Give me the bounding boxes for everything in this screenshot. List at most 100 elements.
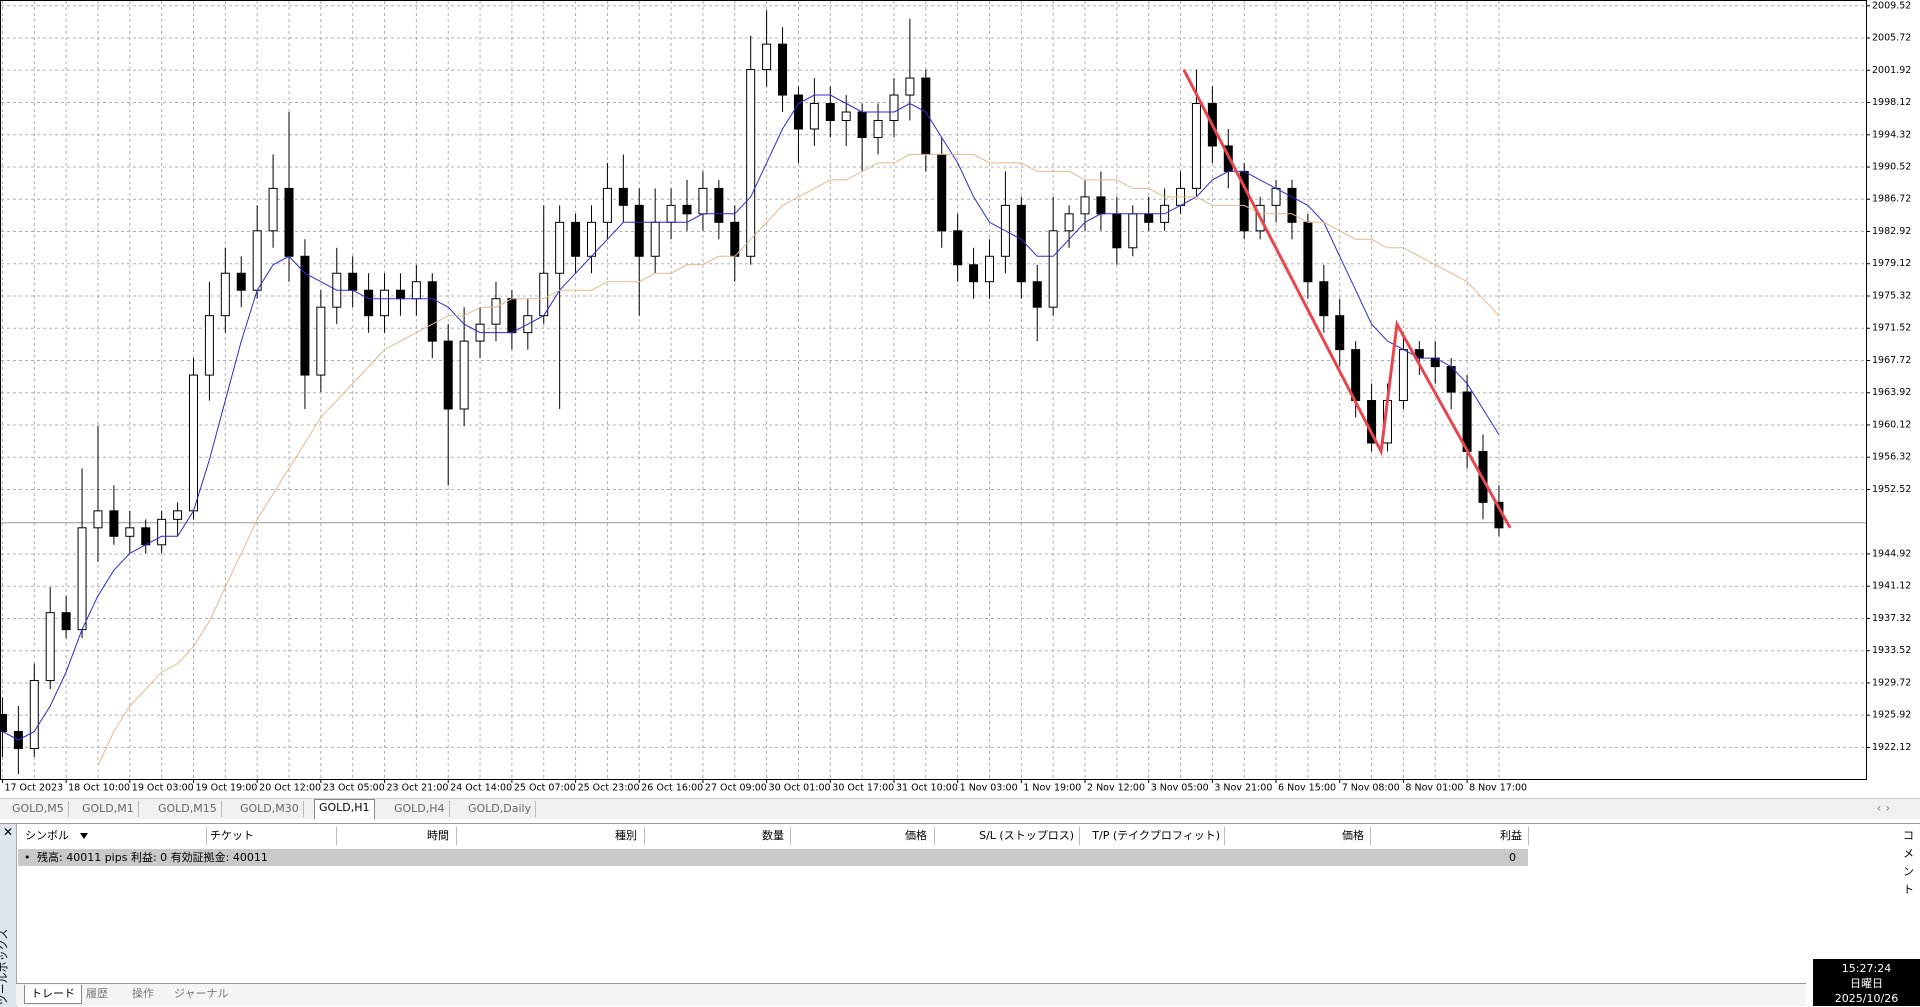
- symbol-tab[interactable]: GOLD,H4: [390, 801, 450, 817]
- candle-body: [889, 94, 899, 121]
- candle-body: [0, 714, 7, 732]
- symbol-tab[interactable]: GOLD,M5: [8, 801, 69, 817]
- candle-body: [714, 187, 724, 223]
- column-header[interactable]: 価格: [1342, 829, 1364, 842]
- candle-body: [236, 272, 246, 291]
- terminal-tab[interactable]: 履歴: [86, 987, 108, 1000]
- x-tick-label: 18 Oct 10:00: [68, 783, 130, 794]
- x-tick-label: 31 Oct 10:00: [896, 783, 958, 794]
- y-tick-label: 1979.12: [1872, 258, 1911, 269]
- candle-body: [873, 119, 883, 138]
- column-header[interactable]: 利益: [1500, 829, 1522, 842]
- column-header[interactable]: 価格: [905, 829, 927, 842]
- candle-body: [1064, 213, 1074, 232]
- x-tick-label: 25 Oct 23:00: [578, 783, 640, 794]
- candle-body: [682, 204, 692, 215]
- close-button[interactable]: ✕: [3, 825, 14, 839]
- column-header[interactable]: 時間: [427, 829, 449, 842]
- column-header[interactable]: シンボル: [25, 829, 69, 842]
- moving-average: [2, 94, 1500, 741]
- y-tick-label: 2009.52: [1872, 0, 1911, 11]
- symbol-tab[interactable]: GOLD,M30: [236, 801, 304, 817]
- balance-text: 残高: 40011 pips 利益: 0 有効証拠金: 40011: [37, 851, 268, 864]
- x-tick-label: 30 Oct 17:00: [832, 783, 894, 794]
- candle-body: [1287, 187, 1297, 223]
- candle-body: [1303, 221, 1313, 283]
- candle-body: [825, 103, 835, 121]
- column-separator: [1079, 827, 1080, 845]
- bullet: •: [24, 851, 31, 864]
- column-header[interactable]: 数量: [762, 829, 784, 842]
- y-tick-label: 1960.12: [1872, 419, 1911, 430]
- column-separator: [336, 827, 337, 845]
- symbol-tab[interactable]: GOLD,Daily: [464, 801, 537, 817]
- candle-body: [141, 527, 151, 546]
- profit-value: 0: [1509, 851, 1516, 864]
- symbol-tabs: ‹ › GOLD,M5 GOLD,M1 GOLD,M15 GOLD,M30 GOLD,H…: [0, 798, 1920, 819]
- column-header[interactable]: T/P (テイクプロフィット): [1092, 829, 1220, 842]
- trend-line: [1182, 68, 1512, 529]
- y-tick-label: 1952.52: [1872, 484, 1911, 495]
- candle-body: [364, 289, 374, 317]
- candle-body: [1112, 213, 1122, 249]
- x-tick-label: 8 Nov 17:00: [1469, 783, 1527, 794]
- candle-body: [300, 255, 310, 376]
- candle-body: [268, 187, 278, 232]
- scroll-arrows[interactable]: ‹ ›: [1876, 801, 1890, 815]
- candle-body: [411, 281, 421, 300]
- candle-body: [666, 204, 676, 223]
- candle-body: [252, 230, 262, 291]
- candle-body: [905, 77, 915, 96]
- x-tick-label: 8 Nov 01:00: [1405, 783, 1463, 794]
- x-tick-label: 3 Nov 05:00: [1151, 783, 1209, 794]
- candle-body: [841, 111, 851, 121]
- toolbox-title: ツールボックス: [0, 928, 10, 1006]
- clock-date: 2025/10/26: [1834, 992, 1899, 1005]
- terminal-tab[interactable]: トレード: [24, 985, 82, 1004]
- candle-body: [555, 221, 565, 274]
- symbol-tab[interactable]: GOLD,M15: [154, 801, 222, 817]
- sort-arrow[interactable]: [80, 833, 88, 839]
- candle-body: [29, 680, 39, 749]
- y-tick-label: 1922.12: [1872, 742, 1911, 753]
- terminal-tabs: トレード 履歴 操作 ジャーナル: [16, 983, 1806, 1006]
- terminal-tab[interactable]: 操作: [132, 987, 154, 1000]
- y-tick-label: 1971.52: [1872, 323, 1911, 334]
- candle-body: [443, 340, 453, 410]
- candle-body: [793, 94, 803, 130]
- candle-body: [1128, 213, 1138, 249]
- candle-body: [650, 221, 660, 257]
- column-header[interactable]: 種別: [615, 829, 637, 842]
- candle-body: [698, 187, 708, 215]
- symbol-tab[interactable]: GOLD,M1: [78, 801, 139, 817]
- column-separator: [934, 827, 935, 845]
- x-tick-label: 1 Nov 19:00: [1023, 783, 1081, 794]
- balance-row[interactable]: • 残高: 40011 pips 利益: 0 有効証拠金: 40011 0: [18, 849, 1528, 866]
- toolbox-strip: ✕ ツールボックス: [0, 824, 17, 1007]
- clock-weekday: 日曜日: [1850, 977, 1883, 990]
- column-header[interactable]: コメント: [1903, 829, 1914, 896]
- column-separator: [1224, 827, 1225, 845]
- x-tick-label: 24 Oct 14:00: [450, 783, 512, 794]
- candle-body: [1446, 366, 1456, 393]
- candle-body: [969, 264, 979, 283]
- x-tick-label: 20 Oct 12:00: [259, 783, 321, 794]
- candle-body: [45, 612, 55, 682]
- candle-body: [1335, 315, 1345, 351]
- candle-body: [284, 187, 294, 257]
- column-header[interactable]: チケット: [210, 829, 254, 842]
- candle-body: [602, 187, 612, 223]
- chart: 2009.52 2005.72 2001.92 1998.12 1994.32 1990.…: [0, 0, 1911, 794]
- candle-body: [1191, 103, 1201, 189]
- x-tick-label: 1 Nov 03:00: [960, 783, 1018, 794]
- y-tick-label: 1990.52: [1872, 162, 1911, 173]
- column-header[interactable]: S/L (ストップロス): [979, 829, 1074, 842]
- column-separator: [456, 827, 457, 845]
- x-tick-label: 23 Oct 21:00: [387, 783, 449, 794]
- terminal-tab[interactable]: ジャーナル: [174, 987, 229, 1000]
- candle-body: [730, 221, 740, 257]
- candle-body: [109, 510, 119, 537]
- x-tick-label: 30 Oct 01:00: [769, 783, 831, 794]
- symbol-tab[interactable]: GOLD,H1: [314, 799, 375, 819]
